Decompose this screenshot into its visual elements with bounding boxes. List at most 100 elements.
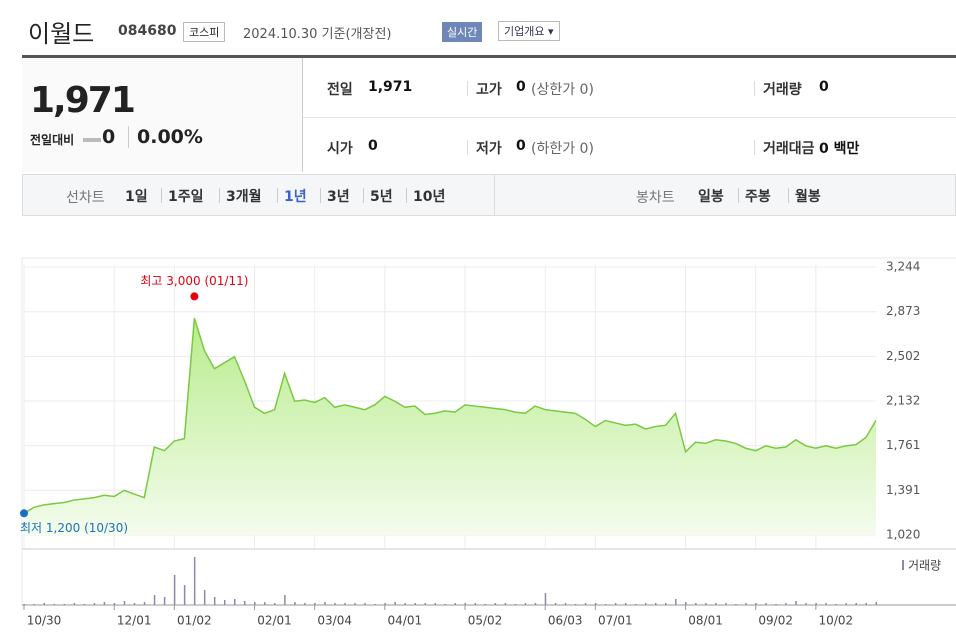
x-tick-label: 01/02 — [177, 614, 212, 628]
tab[interactable]: 1일 — [125, 189, 148, 205]
volume-bar — [855, 603, 857, 605]
cell-label: 전일 — [327, 82, 353, 98]
volume-bar — [695, 603, 697, 605]
volume-bar — [294, 602, 296, 605]
tab-separator — [363, 188, 364, 203]
cell-value: 0 — [516, 79, 526, 95]
volume-bar — [725, 603, 727, 605]
y-tick-label: 1,761 — [886, 438, 920, 452]
volume-bar — [574, 604, 577, 605]
volume-bar — [875, 602, 877, 605]
tab-separator — [219, 188, 220, 203]
cell-label: 거래대금 — [763, 141, 815, 157]
cell-label: 시가 — [327, 141, 353, 157]
price-box — [22, 58, 303, 172]
volume-bar — [23, 604, 25, 605]
tab[interactable]: 5년 — [370, 189, 393, 205]
x-tick-label: 08/01 — [688, 614, 723, 628]
stock-code: 084680 — [118, 23, 177, 39]
date: 2024.10.30 기준(개장전) — [243, 27, 392, 42]
volume-bar — [865, 603, 867, 605]
volume-bar — [374, 604, 376, 605]
volume-bar — [614, 603, 617, 605]
volume-bar — [113, 603, 116, 605]
tab-separator — [161, 188, 162, 203]
volume-bar — [274, 603, 276, 605]
volume-bar — [795, 601, 797, 605]
tab[interactable]: 3개월 — [226, 189, 262, 205]
volume-bar — [544, 593, 547, 605]
volume-bar — [414, 603, 416, 605]
tab[interactable]: 1주일 — [168, 189, 204, 205]
volume-bar — [594, 603, 597, 605]
tab[interactable]: 일봉 — [698, 189, 724, 205]
volume-bar — [304, 603, 306, 605]
cell-value: 0 — [819, 79, 829, 95]
cell-note: (하한가 0) — [531, 141, 594, 157]
tab-bar — [22, 174, 956, 216]
realtime-button[interactable]: 실시간 — [442, 22, 483, 42]
change-rate: 0.00% — [128, 126, 203, 148]
volume-bar — [604, 604, 607, 605]
x-tick-label: 02/01 — [257, 614, 292, 628]
volume-bar — [464, 603, 467, 605]
volume-bar — [264, 602, 266, 605]
volume-bar — [685, 602, 687, 605]
tab-separator — [738, 188, 739, 203]
volume-bar — [504, 603, 507, 605]
volume-bar — [93, 603, 96, 605]
volume-bar — [454, 603, 457, 605]
volume-bar — [244, 601, 246, 605]
volume-bar — [524, 603, 527, 605]
volume-bar — [554, 603, 557, 605]
tab-group-label: 봉차트 — [636, 190, 675, 206]
x-tick-label: 06/03 — [548, 614, 583, 628]
y-tick-label: 2,873 — [886, 304, 920, 318]
market-badge: 코스피 — [183, 22, 226, 42]
tab-separator — [277, 188, 278, 203]
tab[interactable]: 3년 — [327, 189, 350, 205]
company-label: 기업개요 — [504, 25, 545, 38]
tab[interactable]: 1년 — [284, 189, 307, 205]
annotation-label: 최고 3,000 (01/11) — [140, 274, 248, 288]
volume-bar — [484, 604, 487, 605]
volume-bar — [564, 603, 567, 605]
legend-label: 거래량 — [908, 559, 941, 573]
company-button[interactable]: 기업개요 ▾ — [498, 21, 560, 41]
tab[interactable]: 주봉 — [745, 189, 771, 205]
tab[interactable]: 월봉 — [795, 189, 821, 205]
volume-bar — [73, 603, 76, 605]
tab[interactable]: 10년 — [413, 189, 446, 205]
x-tick-label: 12/01 — [117, 614, 152, 628]
volume-bar — [334, 603, 336, 605]
price: 1,971 — [30, 80, 136, 121]
volume-bar — [514, 604, 517, 605]
volume-bar — [654, 603, 657, 605]
y-tick-label: 1,391 — [886, 483, 920, 497]
line — [23, 317, 877, 514]
x-tick-label: 10/30 — [27, 614, 62, 628]
row-divider — [303, 117, 956, 118]
volume-bar — [254, 602, 256, 605]
volume-bar — [43, 603, 46, 605]
volume-bar — [233, 599, 236, 605]
x-tick-label: 04/01 — [388, 614, 423, 628]
volume-bar — [173, 575, 176, 605]
volume-bar — [785, 603, 787, 605]
change: 0 — [102, 126, 116, 148]
x-tick-label: 10/02 — [819, 614, 854, 628]
x-tick-label: 09/02 — [758, 614, 793, 628]
volume-bar — [123, 601, 126, 605]
tab-separator — [406, 188, 407, 203]
x-tick-label: 03/04 — [317, 614, 352, 628]
volume-bar — [63, 604, 66, 605]
volume-bar — [213, 597, 216, 605]
legend-swatch — [902, 560, 904, 570]
annotation-dot — [190, 292, 199, 301]
volume-bar — [494, 603, 497, 605]
volume-bar — [143, 602, 146, 605]
cell-divider — [754, 81, 755, 96]
volume-bar — [394, 602, 396, 605]
volume-bar — [745, 603, 747, 605]
